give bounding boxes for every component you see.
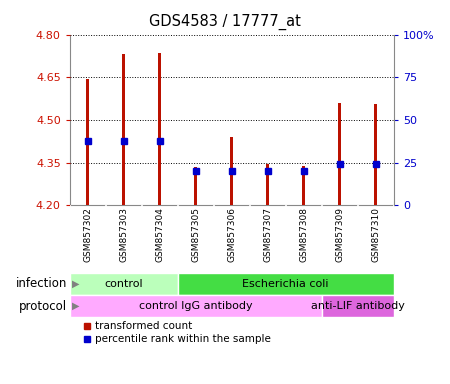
Bar <box>70 295 322 317</box>
Text: GSM857307: GSM857307 <box>263 207 272 262</box>
Bar <box>338 103 341 205</box>
Text: GSM857302: GSM857302 <box>83 207 92 262</box>
Text: GSM857305: GSM857305 <box>191 207 200 262</box>
Text: GSM857304: GSM857304 <box>155 207 164 262</box>
Text: GSM857306: GSM857306 <box>227 207 236 262</box>
Text: GSM857310: GSM857310 <box>371 207 380 262</box>
Text: GDS4583 / 17777_at: GDS4583 / 17777_at <box>149 13 301 30</box>
Text: control: control <box>104 279 143 289</box>
Bar <box>374 104 377 205</box>
Text: anti-LIF antibody: anti-LIF antibody <box>311 301 405 311</box>
Bar <box>302 166 305 205</box>
Bar <box>230 137 233 205</box>
Bar <box>322 295 394 317</box>
Bar <box>158 53 161 205</box>
Text: GSM857303: GSM857303 <box>119 207 128 262</box>
Bar <box>70 273 178 295</box>
Bar <box>266 164 269 205</box>
Text: ▶: ▶ <box>72 279 80 289</box>
Bar <box>122 55 125 205</box>
Legend: transformed count, percentile rank within the sample: transformed count, percentile rank withi… <box>80 317 275 348</box>
Text: ▶: ▶ <box>72 301 80 311</box>
Bar <box>178 273 394 295</box>
Bar <box>86 79 89 205</box>
Text: GSM857308: GSM857308 <box>299 207 308 262</box>
Text: GSM857309: GSM857309 <box>335 207 344 262</box>
Bar <box>194 167 197 205</box>
Text: control IgG antibody: control IgG antibody <box>139 301 252 311</box>
Text: Escherichia coli: Escherichia coli <box>243 279 329 289</box>
Text: protocol: protocol <box>19 300 68 313</box>
Text: infection: infection <box>16 277 68 290</box>
